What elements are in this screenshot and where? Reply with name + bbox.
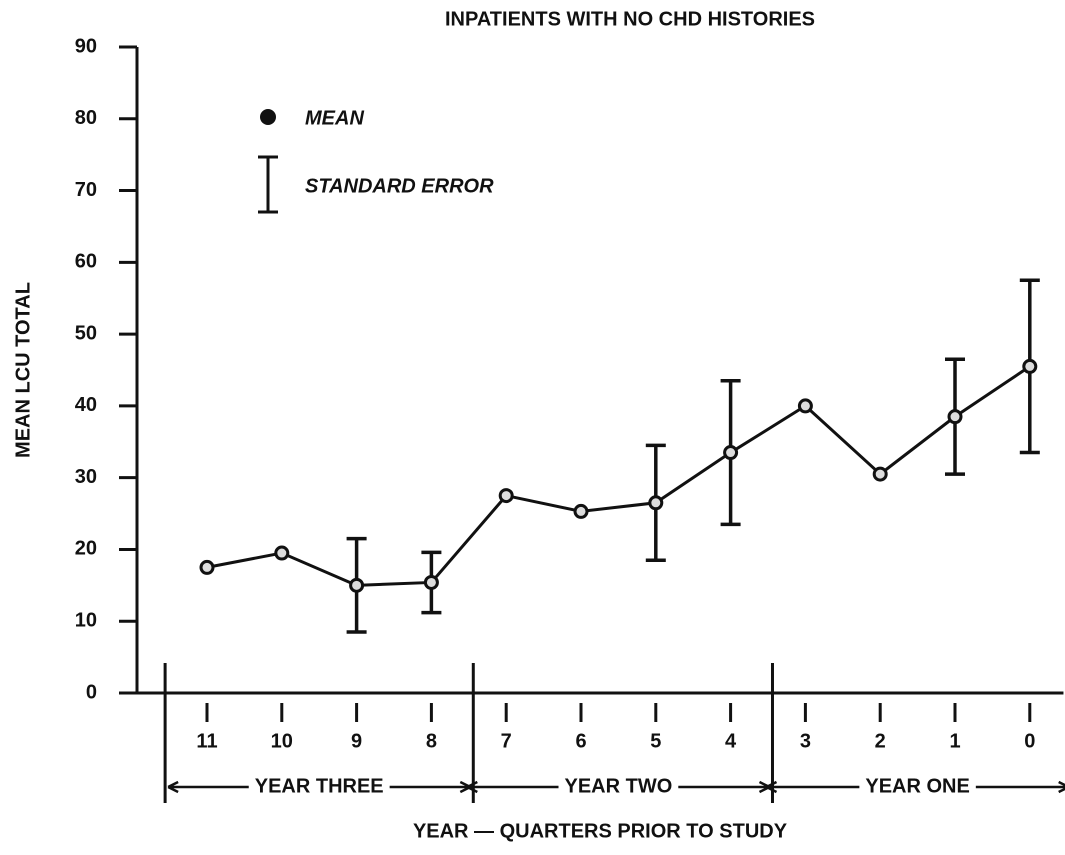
- x-tick-label: 2: [875, 730, 886, 752]
- data-point: [274, 545, 290, 561]
- y-tick-label: 10: [75, 610, 97, 632]
- data-point: [947, 409, 963, 425]
- data-point: [872, 466, 888, 482]
- x-tick-label: 0: [1024, 730, 1035, 752]
- group-bracket: [167, 780, 471, 794]
- group-bracket: [765, 780, 1065, 794]
- legend-label: STANDARD ERROR: [305, 175, 494, 197]
- legend-label: MEAN: [305, 107, 364, 129]
- y-tick-label: 40: [75, 394, 97, 416]
- data-point: [1022, 358, 1038, 374]
- y-tick-label: 70: [75, 179, 97, 201]
- y-tick-label: 80: [75, 107, 97, 129]
- data-point: [573, 503, 589, 519]
- y-tick-label: 30: [75, 466, 97, 488]
- data-point: [498, 488, 514, 504]
- y-tick-label: 20: [75, 538, 97, 560]
- data-point: [797, 398, 813, 414]
- x-tick-label: 6: [575, 730, 586, 752]
- y-tick-label: 50: [75, 322, 97, 344]
- x-tick-label: 5: [650, 730, 661, 752]
- data-point: [349, 577, 365, 593]
- legend-error-symbol: [258, 155, 278, 214]
- x-tick-label: 4: [725, 730, 737, 752]
- x-tick-label: 7: [501, 730, 512, 752]
- y-tick-label: 90: [75, 35, 97, 57]
- x-tick-label: 10: [271, 730, 293, 752]
- legend-marker: [260, 109, 276, 125]
- group-label: YEAR TWO: [565, 775, 673, 797]
- data-point: [723, 445, 739, 461]
- x-tick-label: 9: [351, 730, 362, 752]
- group-label: YEAR THREE: [255, 775, 384, 797]
- data-point: [199, 559, 215, 575]
- x-tick-label: 3: [800, 730, 811, 752]
- group-label: YEAR ONE: [865, 775, 969, 797]
- x-tick-label: 1: [949, 730, 960, 752]
- group-bracket: [466, 780, 771, 794]
- y-axis-label: MEAN LCU TOTAL: [12, 282, 34, 458]
- y-tick-label: 60: [75, 251, 97, 273]
- x-tick-label: 8: [426, 730, 437, 752]
- chart-title: INPATIENTS WITH NO CHD HISTORIES: [445, 8, 815, 30]
- y-tick-label: 0: [86, 681, 97, 703]
- x-tick-label: 11: [196, 730, 217, 752]
- data-point: [423, 574, 439, 590]
- x-axis-label: YEAR — QUARTERS PRIOR TO STUDY: [413, 820, 788, 842]
- data-line: [206, 365, 1031, 587]
- data-point: [648, 495, 664, 511]
